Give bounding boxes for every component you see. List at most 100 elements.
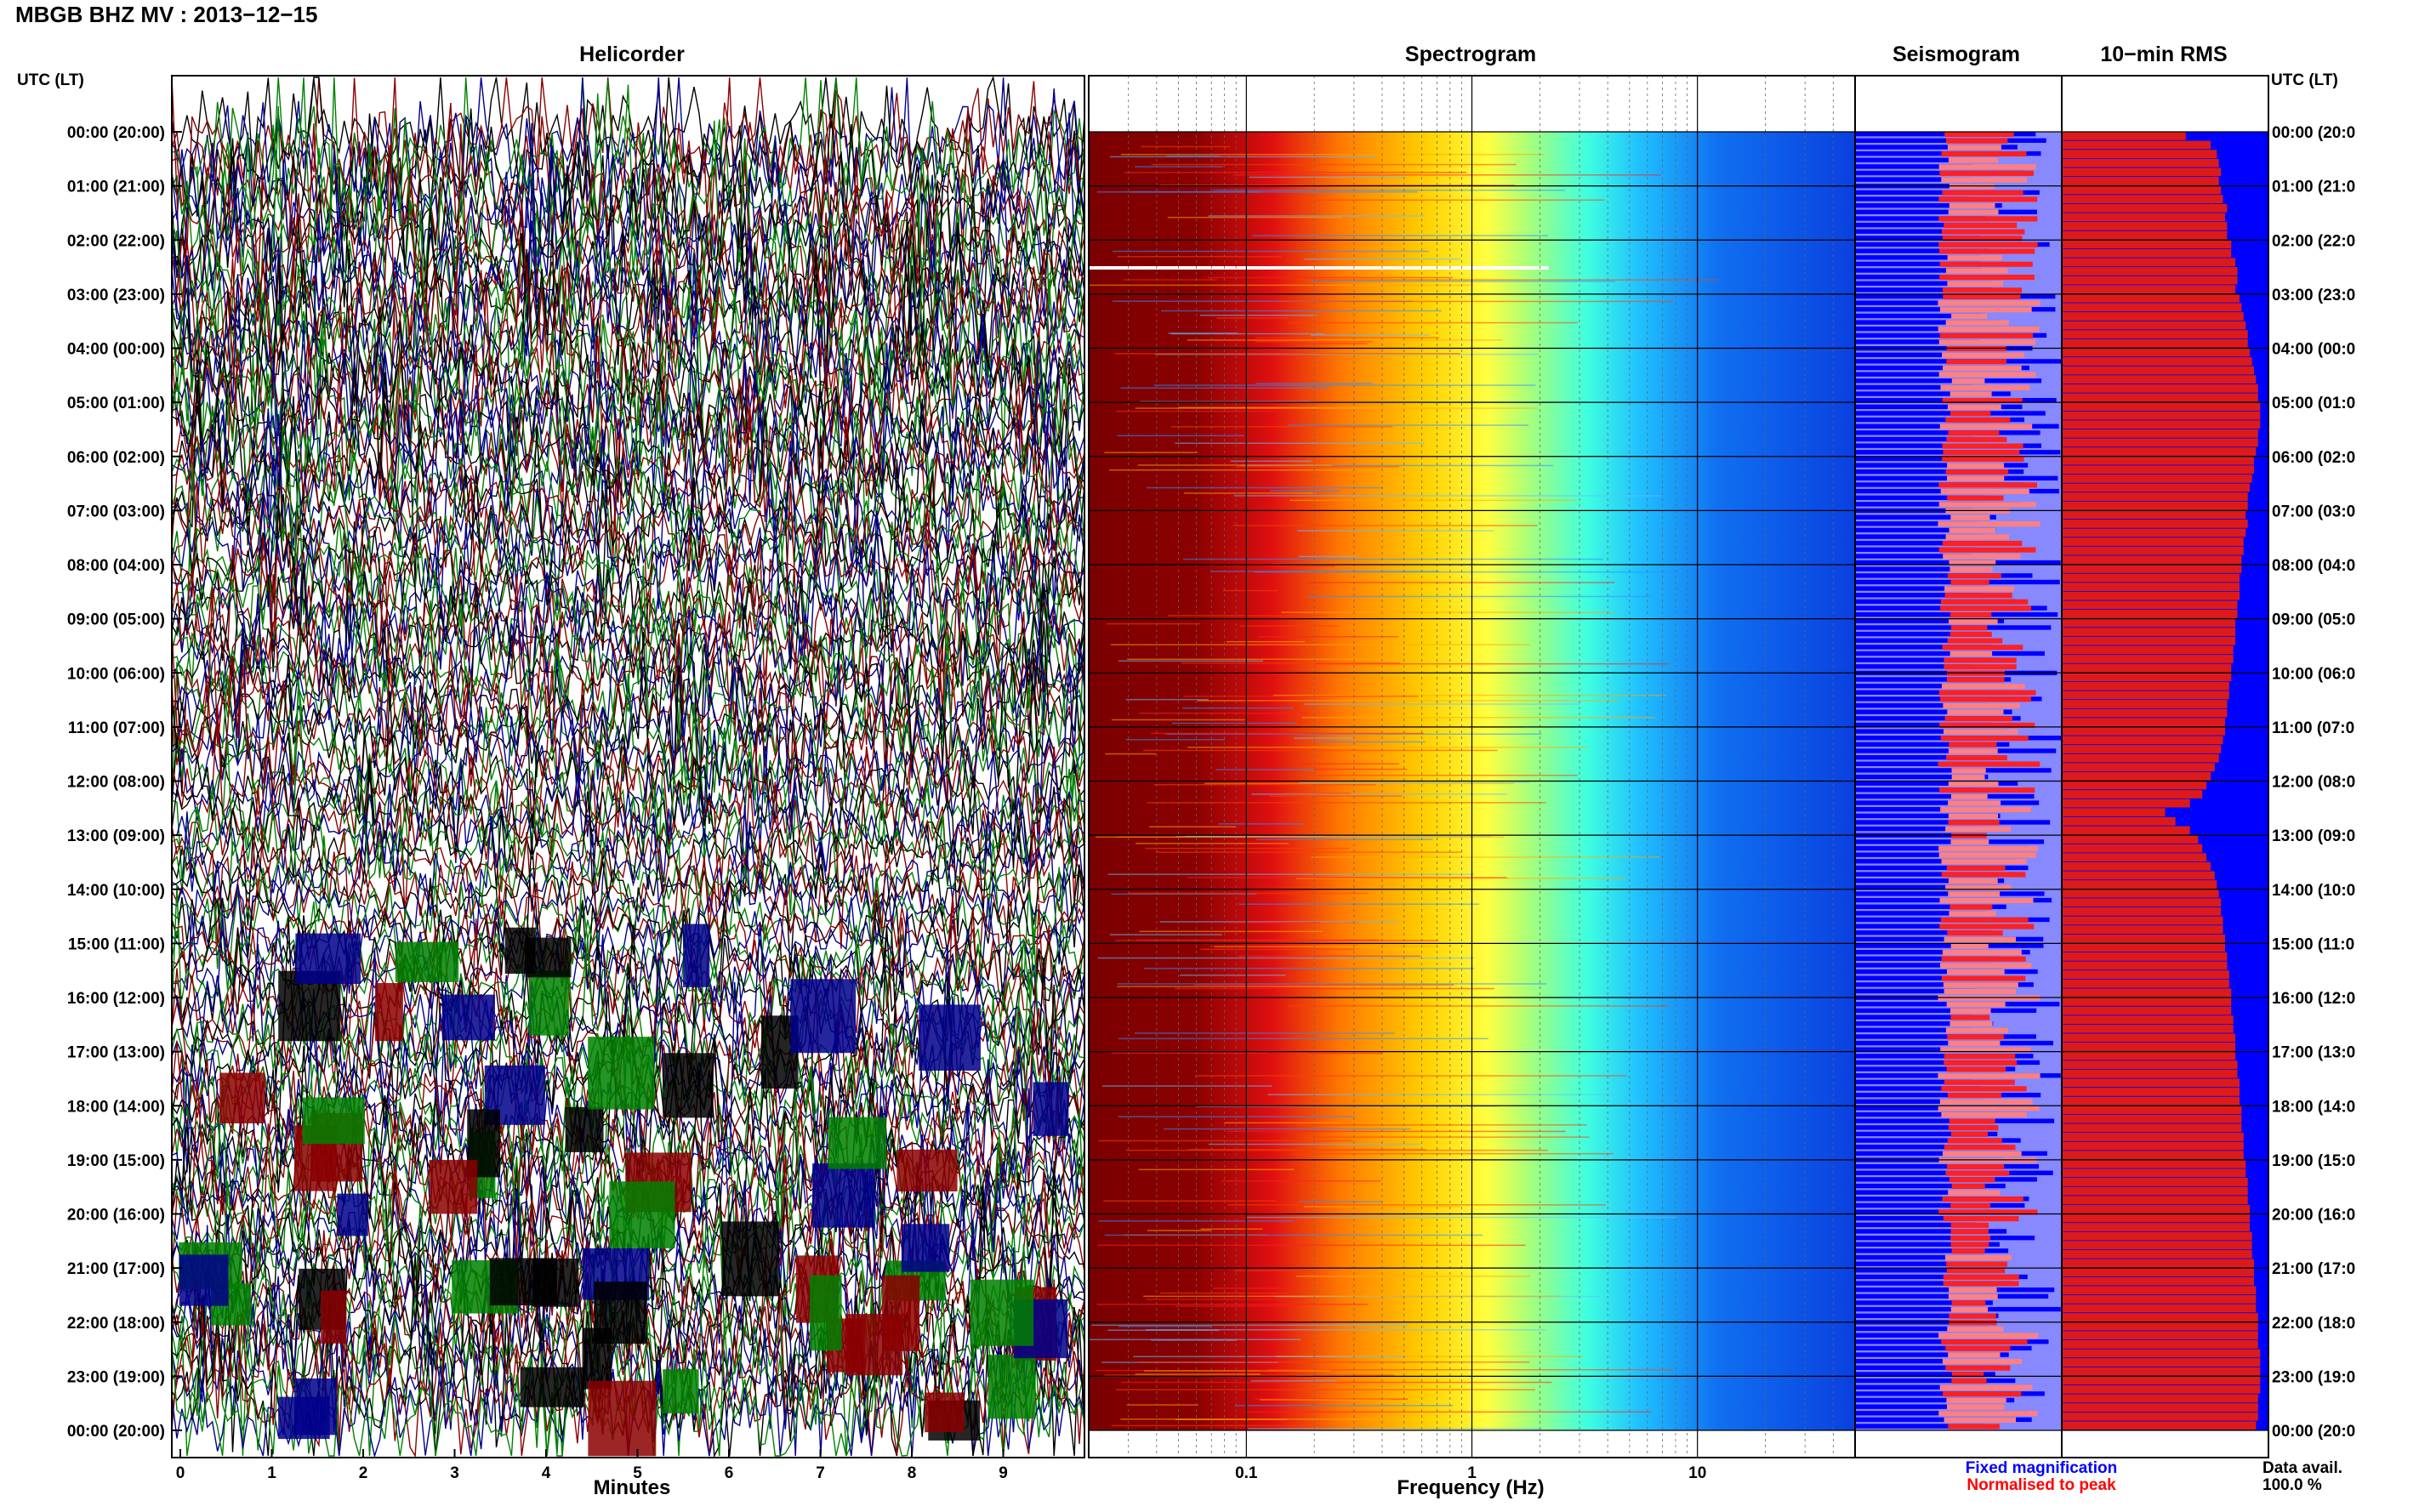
rms-bar xyxy=(2062,258,2236,267)
seismogram-normalised-bar xyxy=(1945,534,2009,540)
helicorder-x-tick-label: 6 xyxy=(725,1464,734,1482)
seismogram-fixed-bar xyxy=(1855,586,1986,591)
seismogram-normalised-bar xyxy=(1950,1236,1990,1242)
seismogram-normalised-bar xyxy=(1949,527,1996,533)
seismogram-fixed-bar xyxy=(1855,1254,1983,1260)
rms-bar xyxy=(2062,1304,2257,1313)
spectrogram-streak xyxy=(1133,1356,1406,1357)
seismogram-fixed-bar xyxy=(1855,774,1989,780)
seismogram-fixed-bar xyxy=(1855,1248,2009,1253)
spectrogram-streak xyxy=(1187,747,1588,748)
helicorder-x-tick-label: 9 xyxy=(999,1464,1008,1482)
hour-label: 17:00 (13:00) xyxy=(67,1044,165,1062)
seismogram-normalised-bar xyxy=(1948,1125,1999,1131)
helicorder-x-tick-label: 4 xyxy=(542,1464,551,1482)
spectrogram-streak xyxy=(1178,406,1399,408)
spectrogram-streak xyxy=(1118,1037,1488,1040)
helicorder-trace xyxy=(171,394,1085,620)
spectrogram-streak xyxy=(1174,987,1494,990)
seismogram-fixed-bar xyxy=(1855,313,1983,319)
spectrogram-streak xyxy=(1244,1411,1652,1413)
helicorder-burst xyxy=(321,1290,347,1344)
seismogram-fixed-bar xyxy=(1855,872,2021,877)
seismogram-normalised-bar xyxy=(1944,132,2014,138)
rms-bar xyxy=(2062,844,2203,853)
spectrogram-streak xyxy=(1149,826,1236,827)
spectrogram-streak xyxy=(1295,1124,1587,1126)
rms-bar xyxy=(2062,132,2186,140)
spectrogram-streak xyxy=(1269,795,1403,797)
spectrogram-streak xyxy=(1124,279,1218,281)
spectrogram-streak xyxy=(1130,191,1418,193)
seismogram-fixed-bar xyxy=(1855,469,2024,475)
seismogram-fixed-bar xyxy=(1855,943,2044,948)
seismogram-normalised-bar xyxy=(1943,293,2021,300)
seismogram-fixed-bar xyxy=(1855,1242,2000,1247)
spectrogram-streak xyxy=(1281,611,1614,613)
spectrogram-streak xyxy=(1260,1399,1392,1401)
seismogram-fixed-bar xyxy=(1855,677,2012,682)
rms-bar xyxy=(2062,618,2236,628)
seismogram-fixed-bar xyxy=(1855,975,1984,981)
legend-fixed-magnification: Fixed magnification xyxy=(1966,1459,2117,1477)
helicorder-trace xyxy=(171,852,1085,976)
hour-label-right: 12:00 (08:0 xyxy=(2272,774,2355,792)
rms-bar xyxy=(2062,465,2254,475)
seismogram-normalised-bar xyxy=(1947,475,2005,481)
seismogram-normalised-bar xyxy=(1949,566,1993,572)
spectrogram-streak xyxy=(1117,983,1547,985)
spectrogram-streak xyxy=(1115,1389,1535,1390)
seismogram-normalised-bar xyxy=(1943,1281,2019,1287)
seismogram-fixed-bar xyxy=(1855,1086,1981,1091)
rms-bar xyxy=(2062,203,2228,213)
seismogram-normalised-bar xyxy=(1948,820,2000,826)
seismogram-normalised-bar xyxy=(1938,547,2036,553)
spectrogram-streak xyxy=(1107,873,1475,875)
spectrogram-streak xyxy=(1229,922,1320,924)
data-avail-value: 100.0 % xyxy=(2262,1476,2322,1494)
seismogram-normalised-bar xyxy=(1948,1424,2000,1430)
hour-label: 13:00 (09:00) xyxy=(67,827,165,845)
spectrogram-streak xyxy=(1230,460,1312,463)
hour-label: 14:00 (10:00) xyxy=(67,882,165,900)
helicorder-burst xyxy=(441,994,495,1041)
hour-label: 09:00 (05:00) xyxy=(67,611,165,629)
seismogram-normalised-bar xyxy=(1947,709,2004,715)
helicorder-burst xyxy=(683,924,710,987)
seismogram-normalised-bar xyxy=(1949,560,1996,566)
spectrogram-streak xyxy=(1279,300,1674,303)
seismogram-normalised-bar xyxy=(1947,1404,2005,1410)
seismogram-normalised-bar xyxy=(1951,768,1986,774)
seismogram-fixed-bar xyxy=(1855,534,1982,539)
seismogram-normalised-bar xyxy=(1947,1164,2005,1170)
spectrogram-streak xyxy=(1154,784,1376,786)
rms-bar xyxy=(2062,1186,2248,1196)
seismogram-normalised-bar xyxy=(1949,911,1996,917)
seismogram-normalised-bar xyxy=(1950,943,1989,949)
rms-bar xyxy=(2062,925,2223,934)
seismogram-fixed-bar xyxy=(1855,430,2040,435)
spectrogram-streak xyxy=(1111,893,1257,895)
spectrogram-streak xyxy=(1114,353,1461,355)
hour-label: 04:00 (00:00) xyxy=(67,341,165,359)
spectrogram-streak xyxy=(1214,946,1438,947)
spectrogram-streak xyxy=(1256,838,1433,840)
spectrogram-streak xyxy=(1096,1304,1369,1305)
seismogram-normalised-bar xyxy=(1944,729,2018,735)
seismogram-normalised-bar xyxy=(1940,807,2031,813)
rms-bar xyxy=(2062,546,2244,555)
seismogram-fixed-bar xyxy=(1855,950,2030,955)
spectrogram-streak xyxy=(1285,793,1352,794)
hour-label-right: 19:00 (15:0 xyxy=(2272,1152,2355,1170)
spectrogram-streak xyxy=(1146,486,1383,489)
seismogram-fixed-bar xyxy=(1855,865,2029,871)
rms-bar xyxy=(2062,393,2258,402)
hour-label: 10:00 (06:00) xyxy=(67,665,165,683)
spectrogram-streak xyxy=(1146,1299,1306,1300)
seismogram-normalised-bar xyxy=(1950,411,1991,417)
seismogram-normalised-bar xyxy=(1945,320,2009,326)
seismogram-normalised-bar xyxy=(1950,793,1988,799)
hour-label: 01:00 (21:00) xyxy=(67,179,165,196)
rms-bar xyxy=(2062,303,2242,312)
rms-bar xyxy=(2062,312,2244,321)
